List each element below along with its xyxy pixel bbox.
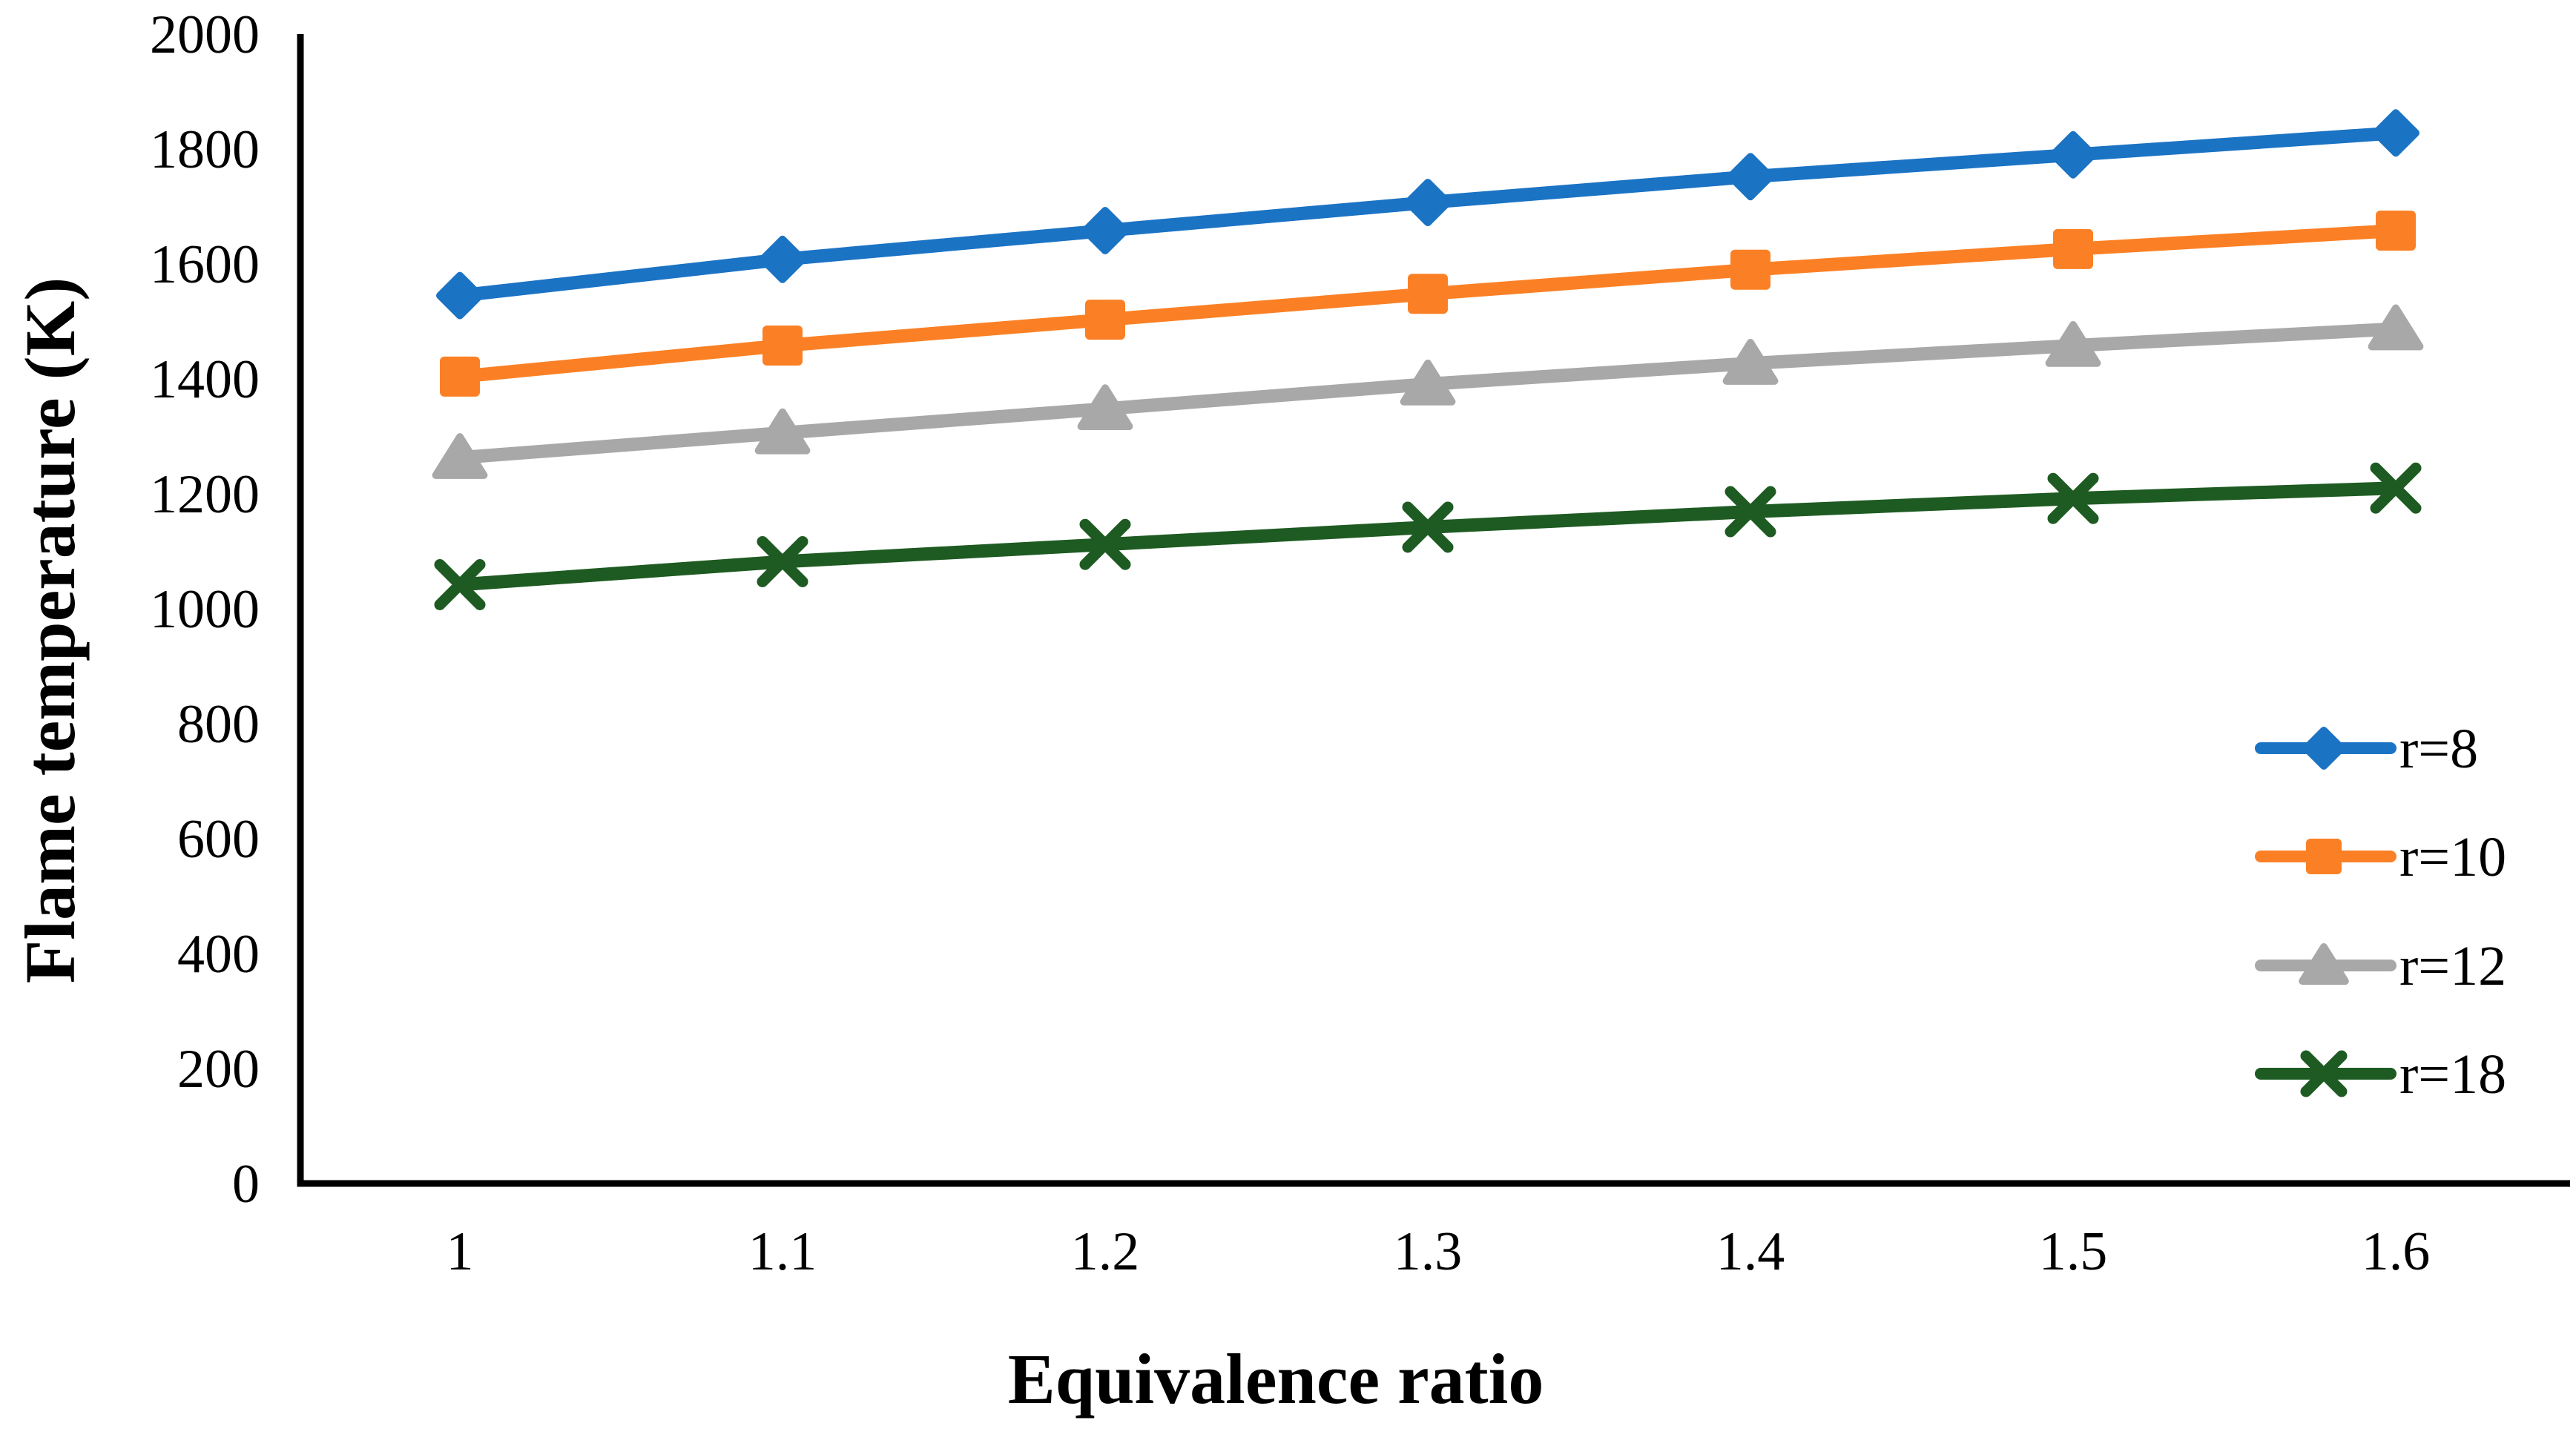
series-marker: [1408, 274, 1448, 314]
series-marker: [434, 558, 486, 610]
series-marker: [1727, 153, 1774, 201]
legend-marker: [2302, 727, 2345, 770]
series-layer: [432, 109, 2424, 610]
series-r10: [440, 211, 2416, 397]
y-axis-title: Flame temperature (K): [10, 277, 90, 984]
series-r18: [434, 462, 2422, 610]
y-tick-label: 1600: [150, 234, 260, 295]
legend-label: r=8: [2399, 718, 2478, 780]
series-marker: [440, 356, 480, 397]
y-tick-label: 2000: [150, 4, 260, 65]
series-marker: [1722, 338, 1779, 385]
series-line: [453, 481, 2402, 592]
series-marker: [2049, 131, 2097, 179]
series-marker: [1404, 179, 1452, 227]
y-tick-label: 200: [177, 1039, 260, 1100]
legend-label: r=12: [2399, 935, 2506, 997]
y-tick-label: 400: [177, 924, 260, 985]
x-tick-label: 1.4: [1716, 1221, 1785, 1282]
series-marker: [1400, 359, 1456, 406]
axis-lines: [297, 34, 2570, 1187]
y-tick-label: 1400: [150, 349, 260, 410]
legend-marker: [2299, 943, 2349, 985]
series-marker: [759, 235, 806, 283]
x-tick-label: 1: [447, 1221, 474, 1282]
series-marker: [1725, 486, 1776, 538]
series-marker: [1085, 300, 1125, 340]
y-tick-label: 600: [177, 809, 260, 870]
series-marker: [2053, 228, 2093, 269]
legend-marker: [2306, 839, 2342, 874]
x-tick-label: 1.6: [2362, 1221, 2431, 1282]
x-tick-label: 1.1: [748, 1221, 817, 1282]
legend-marker: [2300, 1050, 2348, 1097]
x-tick-label: 1.5: [2039, 1221, 2108, 1282]
x-axis-title: Equivalence ratio: [1008, 1339, 1544, 1419]
series-marker: [2370, 462, 2422, 514]
y-tick-label: 800: [177, 694, 260, 755]
series-marker: [2045, 320, 2101, 367]
axes-layer: [297, 34, 2570, 1187]
series-r12: [432, 304, 2424, 479]
legend-label: r=18: [2399, 1043, 2506, 1106]
y-tick-label: 1200: [150, 464, 260, 525]
y-tick-label: 0: [232, 1154, 260, 1215]
series-marker: [2368, 304, 2424, 351]
series-marker: [2047, 472, 2099, 524]
series-marker: [2372, 109, 2419, 157]
legend-layer: r=8 r=10 r=12 r=18: [2255, 718, 2506, 1106]
series-marker: [1081, 207, 1129, 255]
legend-item-r12: r=12: [2255, 935, 2506, 997]
ticks-layer: 0 200 400 600 800 1000 1200 1400 1600 1800 2000 1 1.…: [150, 4, 2430, 1282]
legend-label: r=10: [2399, 826, 2506, 888]
y-tick-label: 1000: [150, 579, 260, 640]
series-marker: [1077, 384, 1133, 431]
legend-item-r10: r=10: [2255, 826, 2506, 888]
series-marker: [1730, 249, 1770, 290]
series-marker: [754, 408, 811, 455]
x-tick-label: 1.3: [1394, 1221, 1463, 1282]
series-marker: [432, 433, 488, 479]
y-tick-label: 1800: [150, 119, 260, 180]
x-tick-label: 1.2: [1071, 1221, 1140, 1282]
series-marker: [1402, 501, 1454, 553]
series-marker: [762, 326, 803, 366]
series-marker: [757, 535, 808, 587]
legend-item-r8: r=8: [2255, 718, 2478, 780]
legend-item-r18: r=18: [2255, 1043, 2506, 1106]
series-marker: [436, 271, 484, 320]
series-marker: [2376, 211, 2416, 251]
series-r8: [436, 109, 2419, 320]
series-marker: [1079, 518, 1131, 570]
